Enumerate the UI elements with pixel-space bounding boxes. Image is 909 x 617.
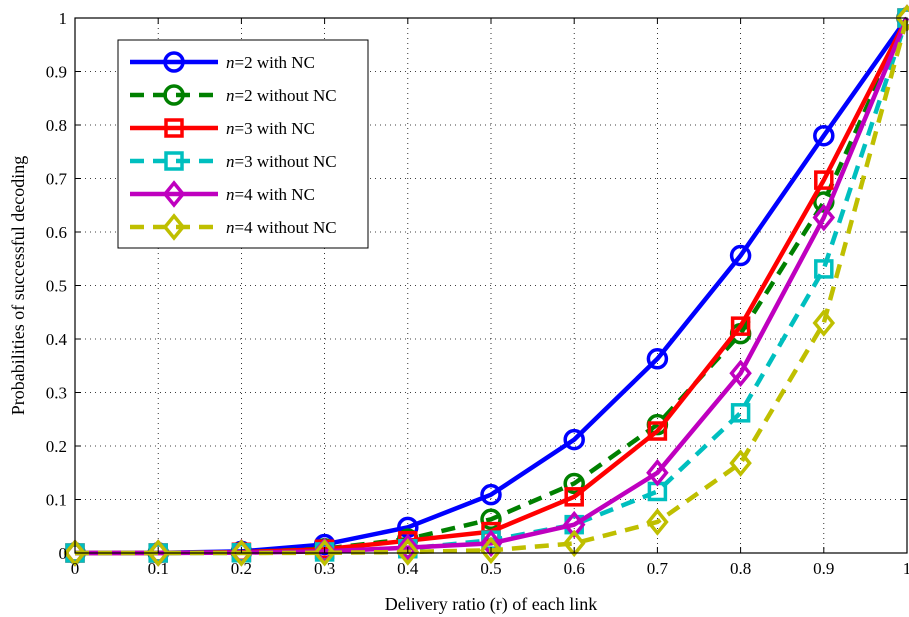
data-point bbox=[646, 348, 669, 370]
legend-box bbox=[117, 39, 369, 249]
x-tick-label: 0 bbox=[71, 559, 80, 578]
x-axis-title: Delivery ratio (r) of each link bbox=[385, 594, 597, 615]
x-tick-label: 0.1 bbox=[148, 559, 169, 578]
legend-item: n=3 without NC bbox=[130, 151, 337, 171]
legend-swatch-marker bbox=[163, 84, 185, 106]
y-tick-label: 1 bbox=[59, 9, 68, 28]
data-point bbox=[729, 244, 752, 267]
legend-swatch-marker bbox=[162, 213, 186, 241]
data-point bbox=[63, 539, 87, 567]
legend-item: n=4 without NC bbox=[130, 213, 337, 241]
legend-swatch-marker bbox=[162, 180, 186, 208]
data-point bbox=[563, 472, 585, 495]
y-tick-label: 0.1 bbox=[46, 491, 67, 510]
ticks: 0 0.1 0.2 0.3 0.4 0.5 0.6 0.7 0.8 0.9 1 0 0.1 0.2 0.3 0… bbox=[46, 9, 909, 578]
x-tick-label: 0.3 bbox=[314, 559, 335, 578]
y-tick-label: 0.6 bbox=[46, 223, 67, 242]
data-point bbox=[813, 124, 835, 147]
x-tick-label: 0.4 bbox=[397, 559, 419, 578]
data-point bbox=[813, 191, 835, 213]
y-axis-title: Probabilities of successful decoding bbox=[8, 156, 28, 415]
y-tick-label: 0.5 bbox=[46, 277, 67, 296]
legend-swatch-marker bbox=[164, 118, 184, 138]
data-point bbox=[396, 533, 420, 562]
data-point bbox=[562, 529, 586, 558]
y-tick-label: 0.9 bbox=[46, 63, 67, 82]
data-point bbox=[146, 539, 170, 567]
data-point bbox=[729, 359, 752, 388]
data-point bbox=[479, 529, 503, 558]
x-tick-label: 0.7 bbox=[647, 559, 669, 578]
data-point bbox=[730, 403, 751, 423]
data-point bbox=[814, 259, 834, 279]
data-point bbox=[814, 170, 834, 190]
data-point bbox=[730, 316, 751, 336]
data-point bbox=[564, 487, 584, 507]
data-point bbox=[313, 539, 336, 567]
x-tick-label: 0.2 bbox=[231, 559, 252, 578]
y-tick-label: 0.4 bbox=[46, 330, 68, 349]
data-point bbox=[812, 203, 836, 232]
data-point bbox=[230, 539, 253, 567]
legend-item: n=2 without NC bbox=[130, 84, 337, 106]
x-tick-label: 0.8 bbox=[730, 559, 751, 578]
legend-swatch-marker bbox=[163, 51, 185, 73]
data-point bbox=[396, 538, 420, 566]
legend-swatch-marker bbox=[164, 151, 184, 171]
y-tick-label: 0 bbox=[59, 544, 68, 563]
data-point bbox=[480, 483, 502, 506]
data-point bbox=[729, 449, 752, 477]
x-tick-label: 0.5 bbox=[480, 559, 501, 578]
legend: n=2 with NC n=2 without NC n=3 with NC n=3 … bbox=[117, 39, 369, 249]
data-point bbox=[646, 508, 669, 536]
legend-label: n=2 without NC bbox=[226, 86, 337, 105]
y-tick-label: 0.3 bbox=[46, 384, 67, 403]
legend-label: n=4 without NC bbox=[226, 218, 337, 237]
data-point bbox=[646, 458, 669, 487]
legend-item: n=2 with NC bbox=[130, 51, 315, 73]
x-tick-label: 0.9 bbox=[813, 559, 834, 578]
data-point bbox=[563, 428, 585, 451]
data-point bbox=[647, 421, 668, 441]
legend-label: n=3 with NC bbox=[226, 119, 315, 138]
legend-item: n=4 with NC bbox=[130, 180, 315, 208]
y-tick-label: 0.2 bbox=[46, 437, 67, 456]
x-tick-label: 0.6 bbox=[564, 559, 585, 578]
data-point bbox=[562, 510, 586, 539]
legend-label: n=2 with NC bbox=[226, 53, 315, 72]
data-point bbox=[480, 508, 502, 531]
legend-label: n=4 with NC bbox=[226, 185, 315, 204]
legend-item: n=3 with NC bbox=[130, 118, 315, 138]
legend-label: n=3 without NC bbox=[226, 152, 337, 171]
y-tick-label: 0.8 bbox=[46, 116, 67, 135]
data-point bbox=[812, 309, 836, 337]
y-tick-label: 0.7 bbox=[46, 170, 68, 189]
data-point bbox=[479, 536, 503, 565]
x-tick-label: 1 bbox=[903, 559, 909, 578]
